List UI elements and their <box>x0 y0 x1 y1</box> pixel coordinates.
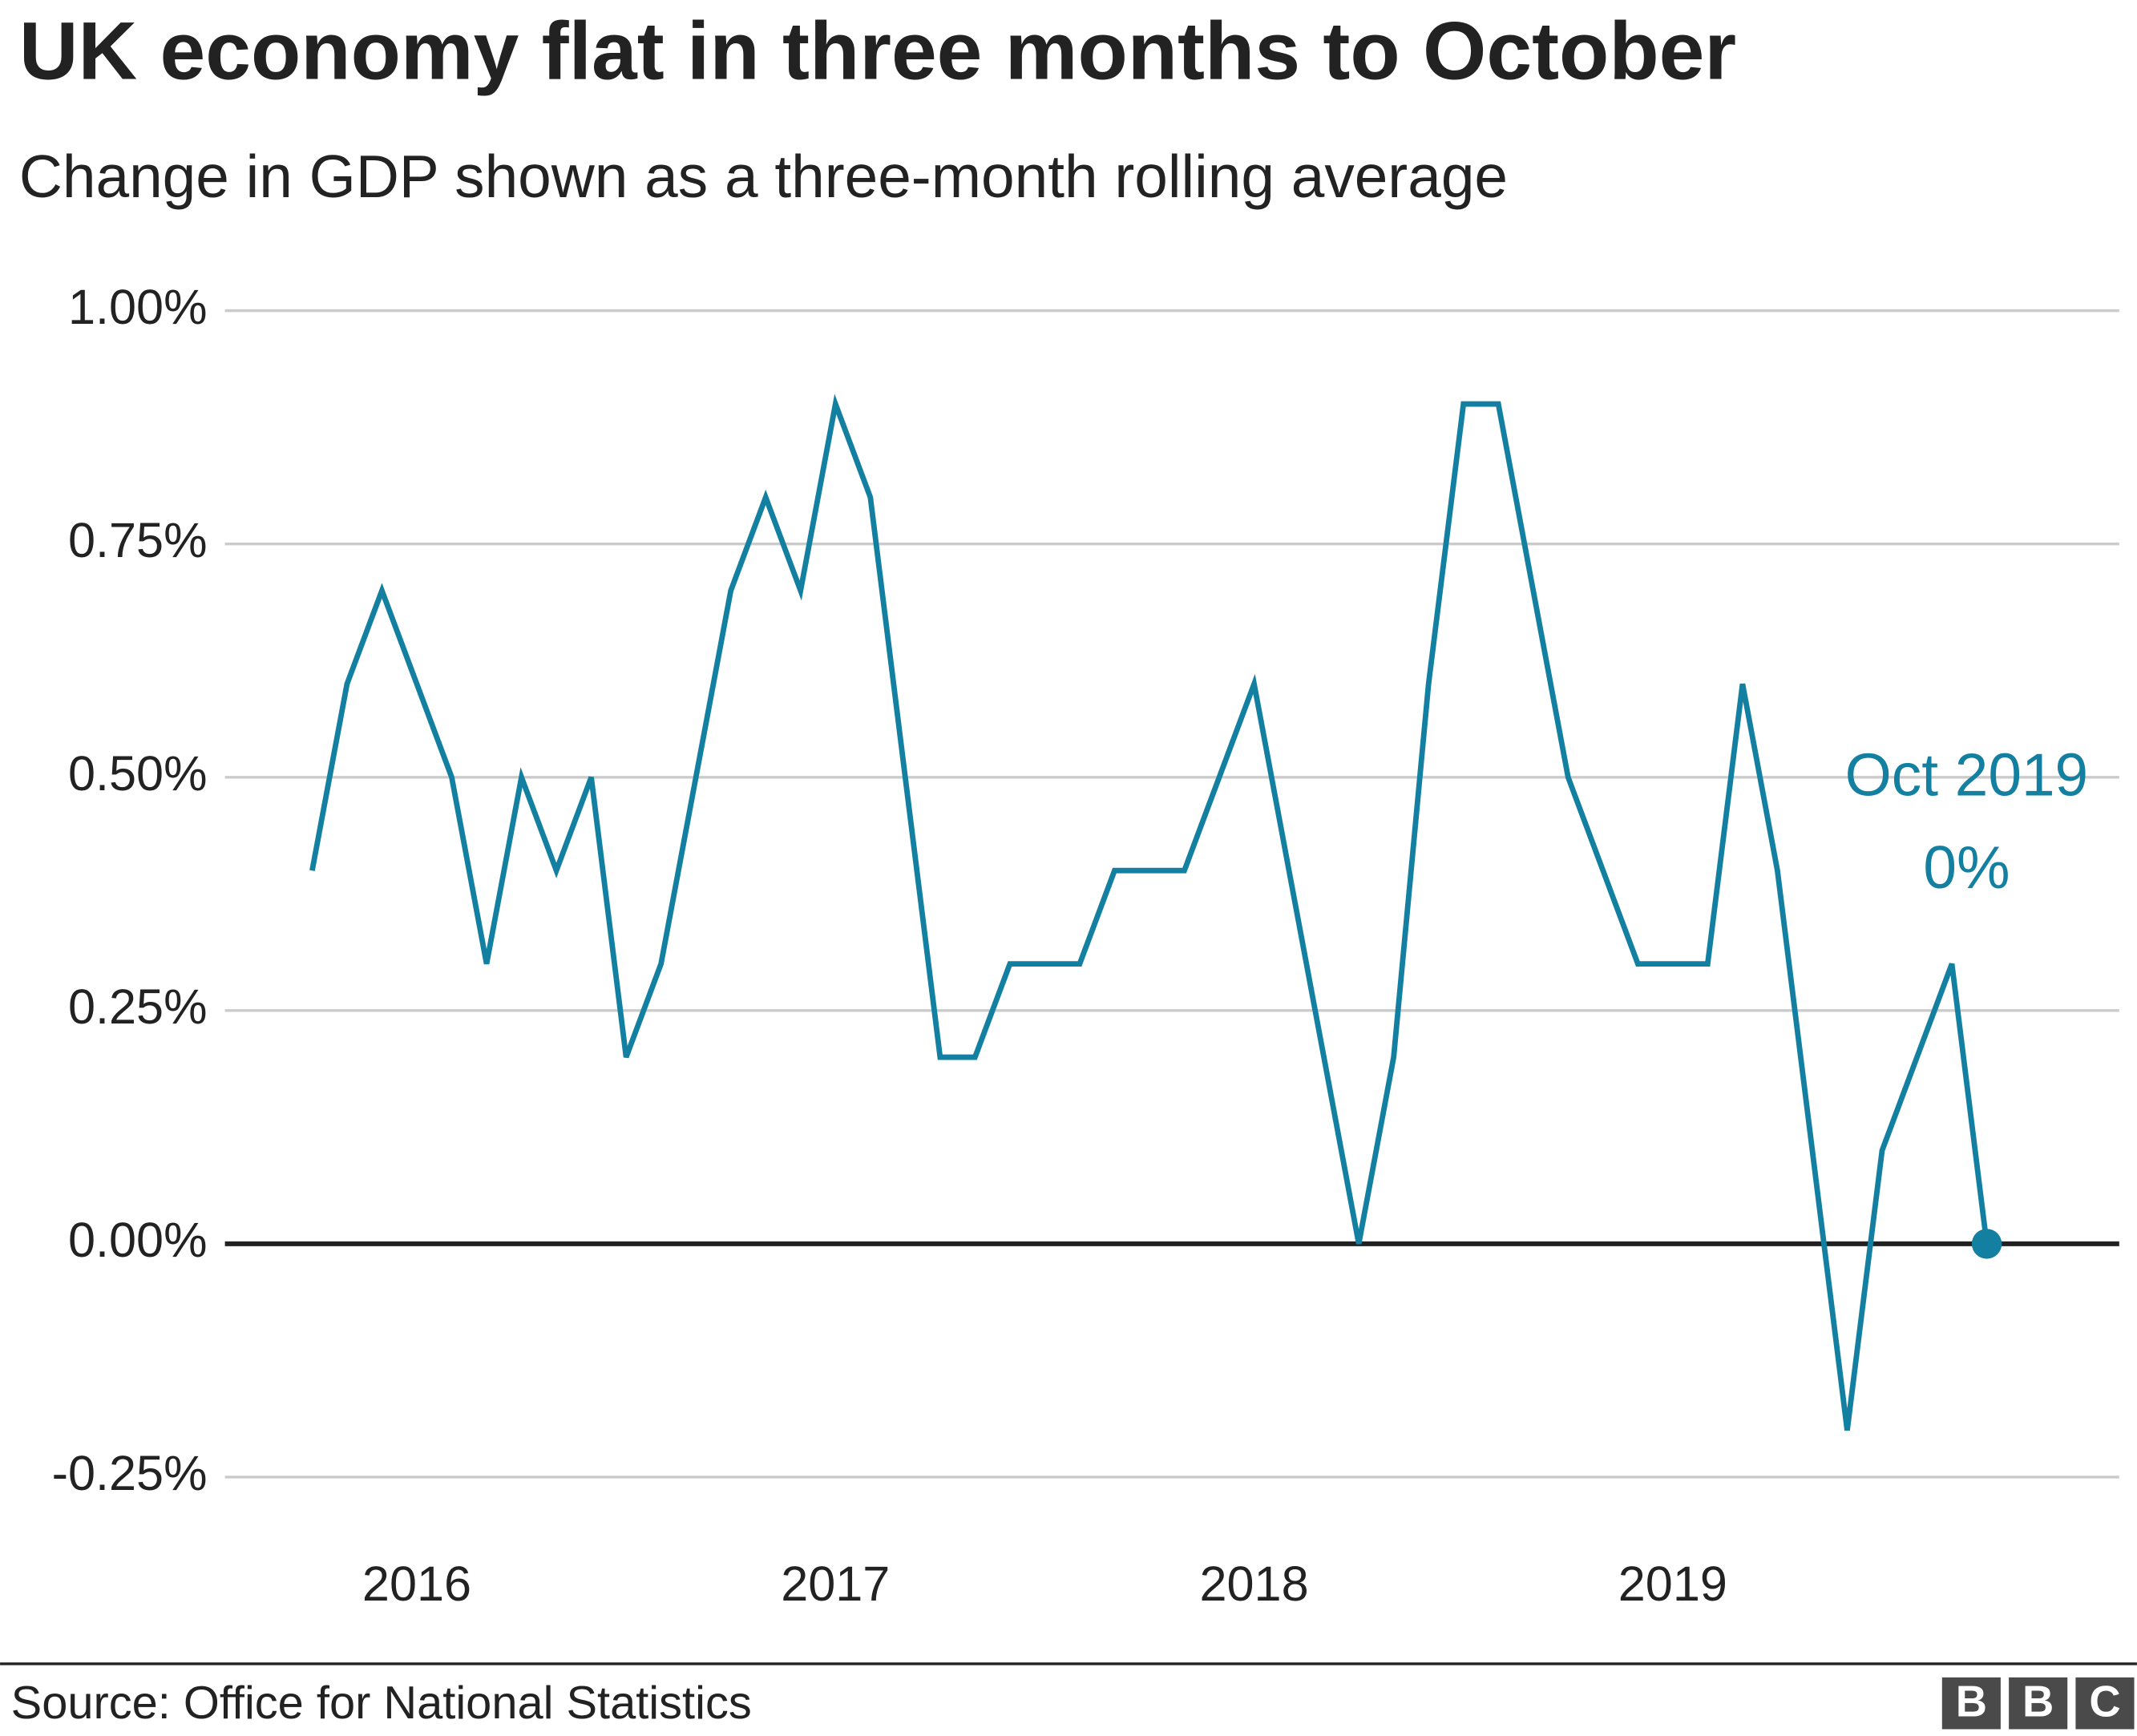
y-tick-label: 0.50% <box>68 746 208 801</box>
chart-title: UK economy flat in three months to Octob… <box>19 5 1736 96</box>
y-tick-label: 0.75% <box>68 513 208 567</box>
logo-box <box>2075 1677 2135 1730</box>
chart-subtitle: Change in GDP shown as a three-month rol… <box>19 143 1508 210</box>
source: Source: Office for National Statistics <box>11 1677 752 1729</box>
annotation: 0% <box>1923 834 2010 901</box>
x-tick-label: 2017 <box>781 1556 890 1611</box>
annotation: Oct 2019 <box>1845 741 2089 808</box>
logo-letter: B <box>2022 1677 2054 1726</box>
data-line <box>309 394 1990 1431</box>
logo-letter: B <box>1956 1677 1987 1726</box>
y-tick-label: -0.25% <box>52 1446 208 1500</box>
y-tick-label: 0.25% <box>68 979 208 1034</box>
logo-box <box>2009 1677 2068 1730</box>
y-tick-label: 0.00% <box>68 1213 208 1267</box>
x-tick-label: 2016 <box>362 1556 471 1611</box>
x-tick-label: 2018 <box>1199 1556 1308 1611</box>
y-tick-label: 1.00% <box>68 280 208 334</box>
logo-letter: C <box>2089 1677 2120 1726</box>
end-marker <box>1971 1229 2002 1259</box>
x-tick-label: 2019 <box>1618 1556 1727 1611</box>
logo-box <box>1941 1677 2001 1730</box>
